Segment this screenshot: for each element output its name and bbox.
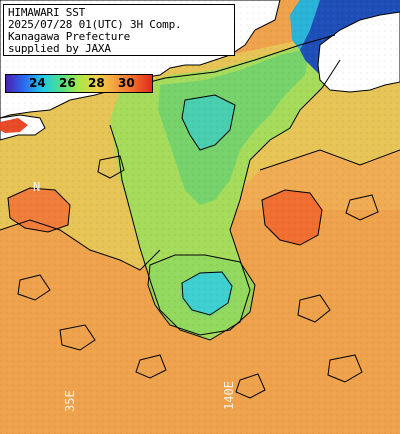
title-line-product: HIMAWARI SST [8,6,86,19]
colorbar-tick-26: 26 [59,76,76,90]
lat-label-n: N [33,180,41,194]
colorbar-tick-28: 28 [88,76,105,90]
colorbar-tick-30: 30 [118,76,135,90]
temperature-colorbar [5,74,153,93]
title-line-timestamp: 2025/07/28 01(UTC) 3H Comp. [8,18,182,31]
lon-label-135e: 35E [63,390,77,412]
title-line-credit: supplied by JAXA [8,42,111,55]
title-line-region: Kanagawa Prefecture [8,30,131,43]
map-title-box: HIMAWARI SST 2025/07/28 01(UTC) 3H Comp.… [3,4,235,56]
lon-label-140e: 140E [222,381,236,410]
colorbar-tick-24: 24 [29,76,46,90]
